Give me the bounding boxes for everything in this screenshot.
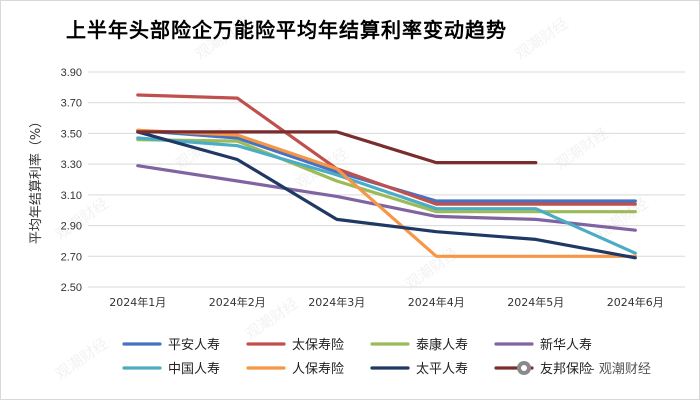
legend-label: 中国人寿: [168, 362, 220, 377]
y-tick-label: 2.50: [61, 282, 82, 294]
y-tick-label: 3.50: [61, 128, 82, 140]
y-tick-label: 3.10: [61, 190, 82, 202]
watermark-text: 观潮财经: [552, 124, 611, 173]
series-line-4: [136, 164, 637, 232]
x-tick-label: 2024年2月: [209, 295, 266, 309]
series-line-7: [136, 130, 637, 260]
x-tick-label: 2024年4月: [408, 295, 465, 309]
y-axis-label: 平均年结算利率（%）: [28, 115, 44, 244]
legend-label: 人保寿险: [292, 362, 344, 377]
y-tick-label: 3.30: [61, 159, 82, 171]
x-tick-label: 2024年3月: [308, 295, 365, 309]
watermark-text: 观潮财经: [292, 144, 351, 193]
legend-label: 新华人寿: [540, 337, 592, 353]
legend-label: 平安人寿: [168, 338, 220, 353]
credit-logo-dot-icon: [521, 365, 527, 371]
series-line-5: [136, 136, 637, 255]
legend-label: 友邦保险: [540, 361, 592, 377]
watermark-text: 观潮财经: [512, 14, 571, 63]
legend-label: 太平人寿: [416, 362, 468, 377]
credit-text: - 观潮财经: [590, 362, 651, 377]
y-tick-label: 2.90: [61, 221, 82, 233]
series-line-8: [136, 130, 538, 165]
x-tick-label: 2024年6月: [607, 295, 664, 309]
y-tick-label: 3.70: [61, 98, 82, 110]
watermark-text: 观潮财经: [52, 334, 111, 383]
series-line-3: [136, 138, 637, 214]
watermark-text: 观潮财经: [192, 14, 251, 63]
x-tick-label: 2024年5月: [507, 295, 564, 309]
x-tick-label: 2024年1月: [109, 295, 166, 309]
legend-label: 泰康人寿: [416, 337, 468, 353]
chart-title: 上半年头部险企万能险平均年结算利率变动趋势: [66, 18, 507, 42]
y-tick-label: 2.70: [61, 251, 82, 263]
y-tick-label: 3.90: [61, 67, 82, 79]
legend-label: 太保寿险: [292, 338, 344, 353]
series-line-2: [136, 93, 637, 206]
series-line-6: [136, 128, 637, 258]
